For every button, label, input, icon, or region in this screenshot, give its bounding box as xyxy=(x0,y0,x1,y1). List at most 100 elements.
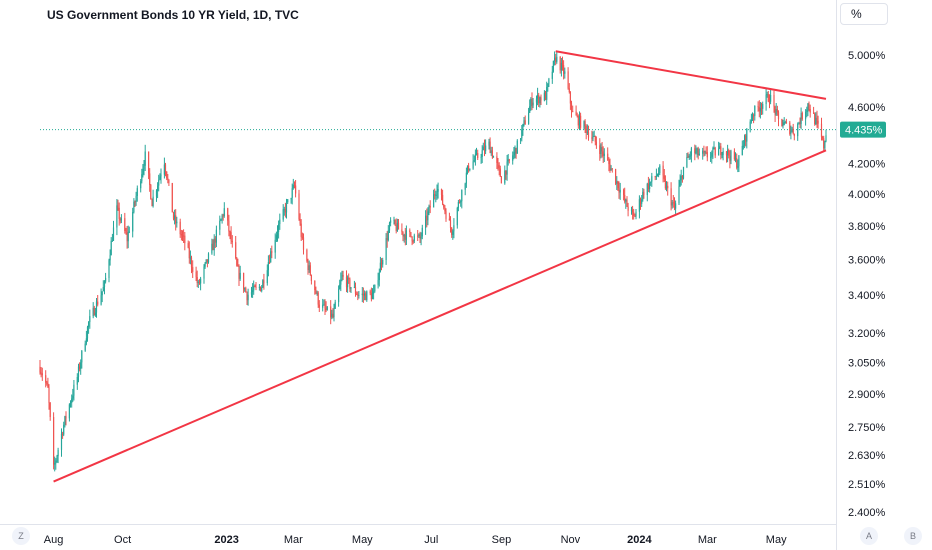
candle-body xyxy=(556,56,558,62)
candle-body xyxy=(793,133,795,137)
candle-body xyxy=(150,185,152,200)
candle-body xyxy=(167,178,169,180)
candle-body xyxy=(183,235,185,237)
candle-body xyxy=(767,94,769,102)
candle-body xyxy=(656,175,659,177)
candle-body xyxy=(538,94,540,104)
candle-body xyxy=(261,287,263,291)
last-price-tag[interactable] xyxy=(840,121,886,138)
candle-body xyxy=(421,227,423,237)
candle-body xyxy=(428,205,430,212)
candle-body xyxy=(95,301,98,313)
candle-body xyxy=(385,238,387,260)
candle-body xyxy=(108,260,110,278)
candle-body xyxy=(254,285,256,287)
candle-body xyxy=(807,103,809,110)
candle-body xyxy=(744,135,746,146)
candle-body xyxy=(279,219,281,225)
candle-body xyxy=(72,395,74,399)
candle-body xyxy=(310,274,312,281)
candle-body xyxy=(365,293,367,301)
candle-body xyxy=(485,145,487,152)
candle-body xyxy=(358,295,360,296)
candle-body xyxy=(672,202,674,204)
y-tick-label: 5.000% xyxy=(848,50,886,62)
y-tick-label: 2.400% xyxy=(848,507,886,519)
candle-body xyxy=(402,231,404,237)
candle-body xyxy=(229,231,231,233)
candle-body xyxy=(322,304,324,308)
candle-body xyxy=(195,271,197,277)
back-button[interactable]: B xyxy=(904,527,922,545)
support-trendline[interactable] xyxy=(53,149,827,483)
candle-body xyxy=(552,60,554,72)
candle-body xyxy=(823,138,825,149)
candle-body xyxy=(348,277,350,280)
candle-body xyxy=(164,164,167,172)
candle-body xyxy=(283,209,285,211)
candle-body xyxy=(159,176,161,180)
candle-body xyxy=(522,124,524,130)
candle-body xyxy=(175,215,177,224)
auto-scale-button[interactable]: A xyxy=(860,527,878,545)
candle-body xyxy=(239,272,241,279)
candle-body xyxy=(730,151,732,161)
candle-body xyxy=(413,235,415,242)
candle-body xyxy=(568,88,570,93)
candle-body xyxy=(184,235,186,244)
candle-body xyxy=(124,218,126,231)
candle-body xyxy=(624,194,626,202)
last-price-label: 4.435% xyxy=(845,125,883,137)
candle-body xyxy=(133,201,135,212)
candle-body xyxy=(697,148,699,156)
candle-body xyxy=(172,212,175,219)
percent-scale-button[interactable]: % xyxy=(840,3,888,25)
candle-body xyxy=(625,199,627,202)
zoom-reset-button[interactable]: Z xyxy=(12,527,30,545)
candle-body xyxy=(65,416,67,419)
candle-body xyxy=(720,146,722,155)
candle-body xyxy=(524,120,526,125)
candle-body xyxy=(397,222,400,230)
candle-body xyxy=(324,304,326,309)
candle-body xyxy=(63,424,65,435)
candle-body xyxy=(483,146,486,152)
x-tick-label: Oct xyxy=(114,534,131,546)
x-tick-label: Nov xyxy=(561,534,581,546)
candle-body xyxy=(686,156,688,167)
candle-body xyxy=(806,109,808,112)
candle-body xyxy=(371,293,374,300)
candle-body xyxy=(712,148,714,153)
candle-body xyxy=(198,281,201,284)
candle-body xyxy=(300,223,302,237)
candle-body xyxy=(512,155,514,161)
candle-body xyxy=(60,433,63,450)
candle-body xyxy=(347,277,349,288)
candle-body xyxy=(250,292,253,295)
candle-body xyxy=(738,155,740,167)
candle-body xyxy=(330,306,332,318)
candle-body xyxy=(642,191,644,200)
candle-body xyxy=(378,272,380,281)
candle-body xyxy=(200,278,202,284)
x-tick-label: Jul xyxy=(424,534,438,546)
candle-body xyxy=(246,292,248,301)
candle-body xyxy=(482,146,484,151)
candle-body xyxy=(379,262,381,273)
candle-body xyxy=(452,231,454,235)
time-axis[interactable]: Aug Oct 2023 Mar May Jul Sep Nov 2024 Mar May xyxy=(44,534,787,546)
resistance-trendline[interactable] xyxy=(555,50,827,100)
candle-body xyxy=(301,236,303,238)
candle-body xyxy=(292,184,294,189)
y-tick-label: 3.050% xyxy=(848,358,886,370)
price-axis[interactable]: 5.000% 4.600% 4.200% 4.000% 3.800% 3.600% 3.40… xyxy=(840,50,886,519)
candle-body xyxy=(179,221,181,235)
trendlines[interactable] xyxy=(53,50,827,483)
candle-body xyxy=(403,234,405,237)
x-tick-label: Sep xyxy=(492,534,512,546)
candle-body xyxy=(136,188,138,196)
candle-body xyxy=(176,221,178,224)
candle-body xyxy=(214,238,216,243)
candle-body xyxy=(670,188,672,206)
